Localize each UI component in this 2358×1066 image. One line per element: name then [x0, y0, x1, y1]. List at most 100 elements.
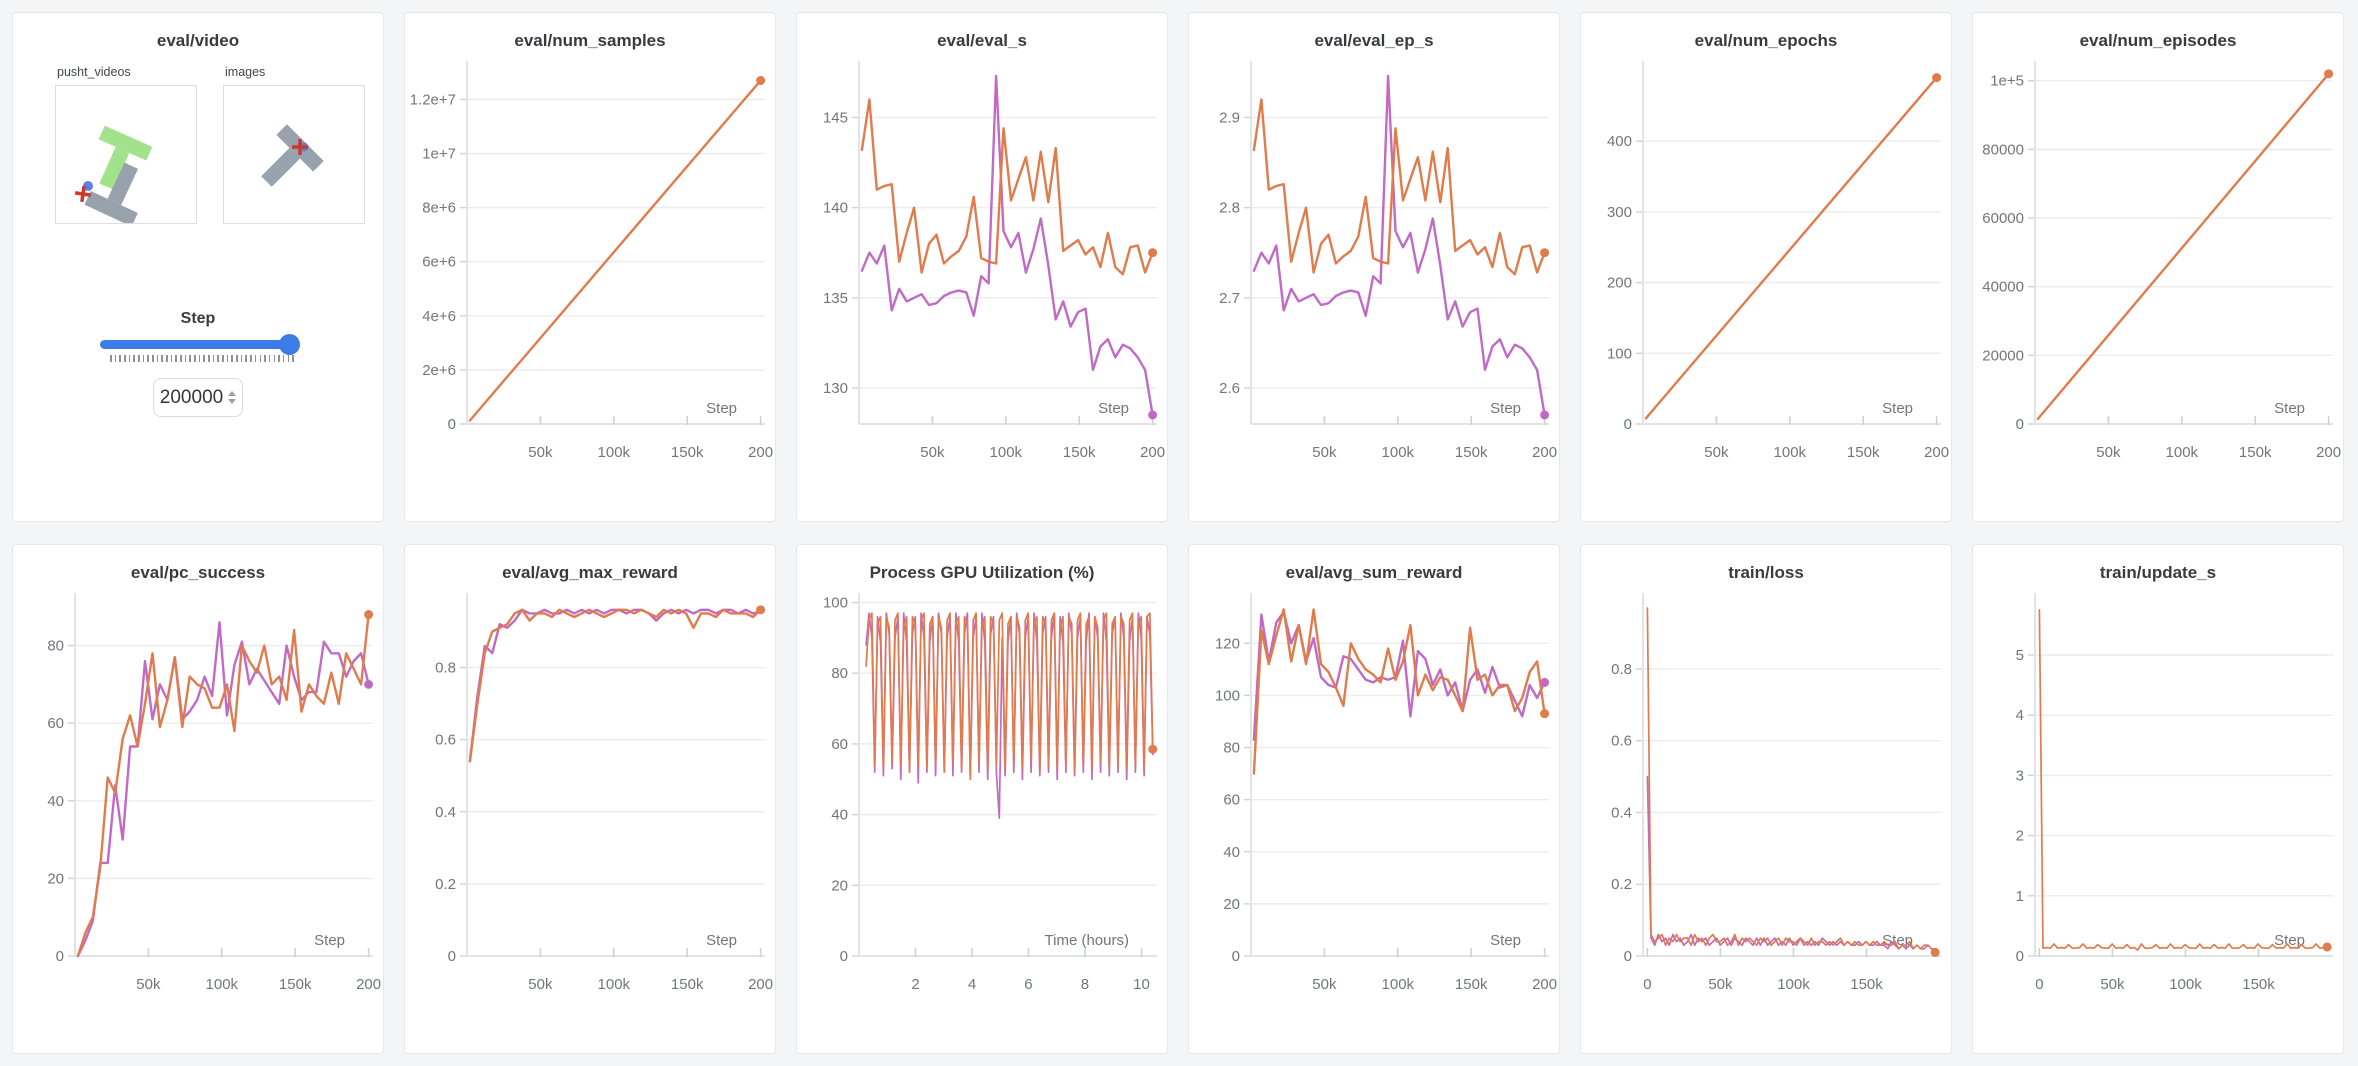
- svg-text:0: 0: [840, 948, 848, 965]
- svg-text:150k: 150k: [671, 444, 704, 461]
- svg-text:Step: Step: [1882, 400, 1913, 417]
- images-thumbnail[interactable]: [223, 85, 365, 224]
- media-item-images[interactable]: images: [223, 65, 365, 224]
- svg-text:2: 2: [2016, 828, 2024, 845]
- svg-text:10: 10: [1133, 976, 1150, 993]
- media-row: pusht_videos images: [13, 51, 383, 224]
- svg-text:8e+6: 8e+6: [422, 200, 456, 217]
- svg-text:0: 0: [56, 948, 64, 965]
- increment-arrow-icon[interactable]: [228, 391, 237, 396]
- svg-text:50k: 50k: [1312, 976, 1337, 993]
- gray-t-shape: [261, 124, 324, 187]
- svg-text:0: 0: [2035, 976, 2043, 993]
- svg-text:20: 20: [831, 877, 848, 894]
- svg-text:200: 200: [1532, 444, 1557, 461]
- panel-eval-eval-ep-s[interactable]: eval/eval_ep_s 2.6 2.7 2.8 2.9 50k 100k 150k 20…: [1188, 12, 1560, 522]
- svg-text:60: 60: [831, 736, 848, 753]
- chart-title: eval/avg_max_reward: [502, 563, 678, 582]
- svg-text:200: 200: [1140, 444, 1165, 461]
- slider-track[interactable]: [100, 334, 300, 355]
- chart-plot-eval-eval-ep-s[interactable]: 2.6 2.7 2.8 2.9 50k 100k 150k 200 Step: [1189, 53, 1560, 489]
- svg-text:50k: 50k: [2096, 444, 2121, 461]
- svg-text:150k: 150k: [2239, 444, 2272, 461]
- svg-text:100k: 100k: [1382, 976, 1415, 993]
- svg-text:100k: 100k: [1382, 444, 1415, 461]
- svg-text:0: 0: [2016, 416, 2024, 433]
- svg-text:40: 40: [831, 807, 848, 824]
- svg-text:50k: 50k: [1312, 444, 1337, 461]
- svg-text:200: 200: [1532, 976, 1557, 993]
- slider-thumb[interactable]: [279, 334, 300, 355]
- svg-text:50k: 50k: [920, 444, 945, 461]
- chart-plot-process-gpu-utilization[interactable]: 0 20 40 60 80 100 2 4 6 8 10 Time (hours): [797, 585, 1168, 1021]
- svg-text:4e+6: 4e+6: [422, 308, 456, 325]
- svg-text:80: 80: [1223, 740, 1240, 757]
- svg-text:1e+7: 1e+7: [422, 146, 456, 163]
- media-item-pusht-videos[interactable]: pusht_videos: [55, 65, 197, 224]
- svg-text:Time (hours): Time (hours): [1045, 932, 1129, 949]
- svg-text:20: 20: [1223, 896, 1240, 913]
- panel-train-update-s[interactable]: train/update_s 0 1 2 3 4 5 0 50k 100k 150k Step: [1972, 544, 2344, 1054]
- chart-plot-eval-num-episodes[interactable]: 0 20000 40000 60000 80000 1e+5 50k 100k 150k 200 S…: [1973, 53, 2344, 489]
- svg-text:80: 80: [47, 638, 64, 655]
- svg-text:0.8: 0.8: [435, 660, 456, 677]
- chart-title: eval/avg_sum_reward: [1285, 563, 1463, 582]
- step-slider[interactable]: [100, 334, 300, 362]
- chart-plot-eval-pc-success[interactable]: 0 20 40 60 80 50k 100k 150k 200 Step: [13, 585, 384, 1021]
- chart-plot-eval-eval-s[interactable]: 130 135 140 145 50k 100k 150k 200 Step: [797, 53, 1168, 489]
- stepper-arrows[interactable]: [228, 391, 237, 404]
- svg-text:400: 400: [1607, 133, 1632, 150]
- svg-text:80: 80: [831, 665, 848, 682]
- chart-plot-eval-avg-sum-reward[interactable]: 0 20 40 60 80 100 120 50k 100k 150k 200 Step: [1189, 585, 1560, 1021]
- panel-eval-avg-sum-reward[interactable]: eval/avg_sum_reward 0 20 40 60 80 100 120 50k 10…: [1188, 544, 1560, 1054]
- svg-text:100k: 100k: [206, 976, 239, 993]
- svg-text:100: 100: [823, 595, 848, 612]
- svg-text:200: 200: [1924, 444, 1949, 461]
- svg-text:50k: 50k: [528, 976, 553, 993]
- panel-train-loss[interactable]: train/loss 0 0.2 0.4 0.6 0.8 0 50k 100k 150k Step: [1580, 544, 1952, 1054]
- svg-text:0: 0: [448, 416, 456, 433]
- step-value-input[interactable]: 200000: [153, 378, 243, 417]
- media-caption-images: images: [225, 65, 266, 79]
- step-value: 200000: [159, 386, 224, 408]
- svg-text:80000: 80000: [1982, 141, 2024, 158]
- pusht-video-thumbnail[interactable]: [55, 85, 197, 224]
- svg-text:50k: 50k: [2100, 976, 2125, 993]
- chart-title: train/update_s: [2099, 563, 2217, 582]
- panel-eval-eval-s[interactable]: eval/eval_s 130 135 140 145 50k 100k 150k 200 St…: [796, 12, 1168, 522]
- svg-text:130: 130: [823, 380, 848, 397]
- panel-eval-avg-max-reward[interactable]: eval/avg_max_reward 0 0.2 0.4 0.6 0.8 50k 100k…: [404, 544, 776, 1054]
- chart-plot-eval-avg-max-reward[interactable]: 0 0.2 0.4 0.6 0.8 50k 100k 150k 200 Step: [405, 585, 776, 1021]
- chart-title: eval/pc_success: [130, 563, 266, 582]
- decrement-arrow-icon[interactable]: [228, 399, 237, 404]
- svg-text:0: 0: [448, 948, 456, 965]
- chart-title: eval/eval_ep_s: [1314, 31, 1434, 50]
- svg-text:50k: 50k: [1708, 976, 1733, 993]
- svg-text:40: 40: [1223, 844, 1240, 861]
- panel-eval-video: eval/video pusht_videos: [12, 12, 384, 522]
- svg-text:150k: 150k: [1847, 444, 1880, 461]
- chart-plot-eval-num-samples[interactable]: 0 2e+6 4e+6 6e+6 8e+6 1e+7 1.2e+7 50k 100k 150k 20…: [405, 53, 776, 489]
- svg-text:0: 0: [1643, 976, 1651, 993]
- panel-eval-num-epochs[interactable]: eval/num_epochs 0 100 200 300 400 50k 100k 150k…: [1580, 12, 1952, 522]
- svg-text:0.4: 0.4: [435, 804, 456, 821]
- chart-plot-eval-num-epochs[interactable]: 0 100 200 300 400 50k 100k 150k 200 Step: [1581, 53, 1952, 489]
- green-t-shape: [98, 125, 153, 190]
- chart-title: eval/num_episodes: [2079, 31, 2237, 50]
- chart-plot-train-update-s[interactable]: 0 1 2 3 4 5 0 50k 100k 150k Step: [1973, 585, 2344, 1021]
- panel-process-gpu-utilization[interactable]: Process GPU Utilization (%) 0 20 40 60 80 100…: [796, 544, 1168, 1054]
- panel-eval-num-episodes[interactable]: eval/num_episodes 0 20000 40000 60000 80000 1…: [1972, 12, 2344, 522]
- svg-text:150k: 150k: [279, 976, 312, 993]
- svg-text:100k: 100k: [598, 976, 631, 993]
- svg-text:200: 200: [1607, 275, 1632, 292]
- svg-text:100k: 100k: [1777, 976, 1810, 993]
- goal-cross-icon: [292, 139, 308, 155]
- svg-text:100: 100: [1607, 345, 1632, 362]
- svg-text:150k: 150k: [1455, 444, 1488, 461]
- svg-text:0.6: 0.6: [1611, 733, 1632, 750]
- panel-eval-num-samples[interactable]: eval/num_samples 0 2e+6 4e+6 6e+6 8e+6 1e+7 1.…: [404, 12, 776, 522]
- svg-text:4: 4: [2016, 707, 2024, 724]
- panel-eval-pc-success[interactable]: eval/pc_success 0 20 40 60 80 50k 100k 150k 200 S…: [12, 544, 384, 1054]
- svg-text:2.9: 2.9: [1219, 109, 1240, 126]
